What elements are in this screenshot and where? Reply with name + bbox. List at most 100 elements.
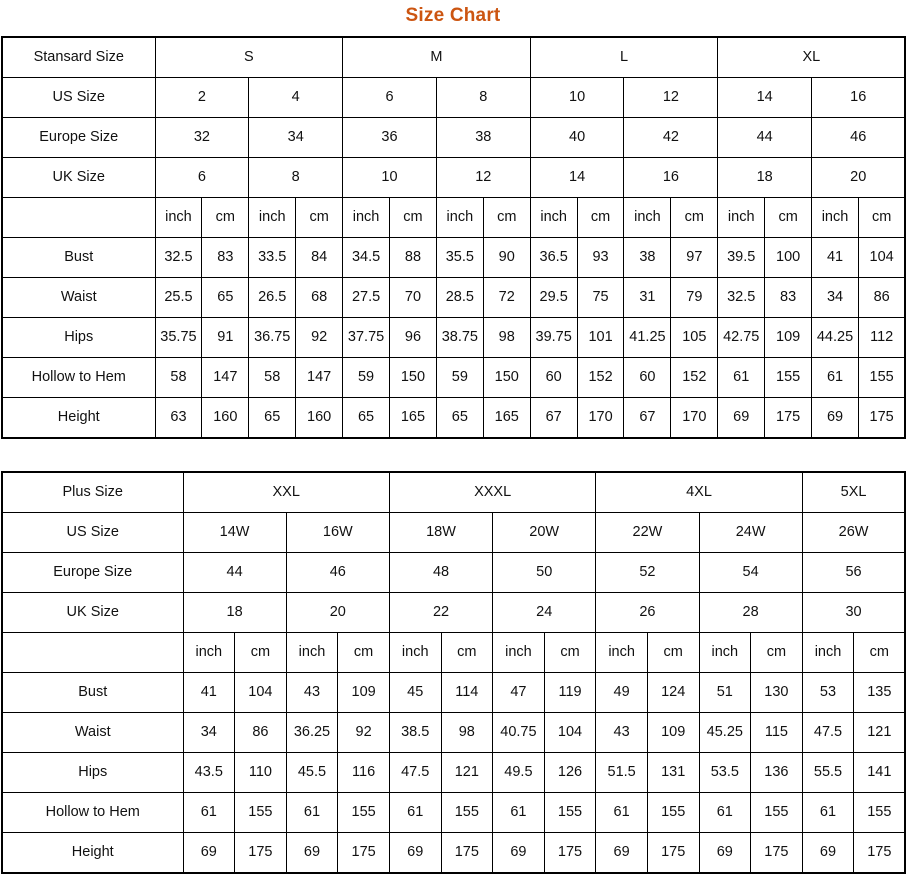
size-value-cell: 32 [154, 117, 250, 158]
plus-table-body: Plus Size XXL XXXL 4XL 5XL US Size 14W 16W 18W 20… [1, 471, 906, 874]
size-value-cell: 40 [529, 117, 625, 158]
measurement-value-cell: 38 [623, 237, 672, 278]
measurement-value-cell: 150 [389, 357, 437, 398]
measurement-value-cell: 45 [388, 672, 442, 713]
size-value-cell: 6 [342, 77, 437, 118]
measurement-value-cell: 61 [492, 792, 545, 833]
row-label: Europe Size [1, 117, 156, 158]
unit-cell-cm: cm [234, 632, 287, 673]
measurement-value-cell: 67 [623, 397, 672, 439]
measurement-value-cell: 63 [154, 397, 203, 439]
table-separator [0, 439, 906, 471]
unit-cell-cm: cm [543, 632, 597, 673]
unit-cell-inch: inch [342, 197, 390, 238]
measurement-value-cell: 155 [857, 357, 906, 398]
measurement-value-cell: 69 [595, 832, 648, 874]
size-value-cell: 18W [388, 512, 494, 553]
measurement-value-cell: 96 [389, 317, 437, 358]
size-value-cell: 44 [717, 117, 813, 158]
measurement-value-cell: 170 [576, 397, 625, 439]
measurement-value-cell: 155 [750, 792, 803, 833]
unit-cell-cm: cm [576, 197, 625, 238]
measurement-value-cell: 130 [750, 672, 803, 713]
measurement-value-cell: 68 [295, 277, 344, 318]
measurement-value-cell: 150 [482, 357, 531, 398]
measurement-value-cell: 45.25 [698, 712, 752, 753]
size-value-cell: 16 [623, 157, 719, 198]
size-value-cell: 36 [342, 117, 437, 158]
measurement-row: Height 69 175 69 175 69 175 69 175 69 175 69 175 69 17… [1, 832, 906, 874]
measurement-value-cell: 47.5 [801, 712, 855, 753]
unit-cell-inch: inch [154, 197, 203, 238]
measurement-value-cell: 65 [201, 277, 250, 318]
measurement-value-cell: 79 [670, 277, 719, 318]
row-label: Europe Size [1, 552, 184, 593]
unit-cell-cm: cm [750, 632, 803, 673]
measurement-value-cell: 98 [482, 317, 531, 358]
size-value-cell: 22W [595, 512, 700, 553]
measurement-value-cell: 86 [234, 712, 287, 753]
plus-size-table: Plus Size XXL XXXL 4XL 5XL US Size 14W 16W 18W 20… [1, 471, 906, 874]
size-row: UK Size 6 8 10 12 14 16 18 20 [1, 157, 906, 198]
measurement-value-cell: 41 [811, 237, 859, 278]
measurement-value-cell: 175 [764, 397, 813, 439]
measurement-value-cell: 58 [248, 357, 297, 398]
unit-cell-inch: inch [623, 197, 672, 238]
measurement-value-cell: 51 [698, 672, 752, 713]
size-value-cell: 56 [801, 552, 906, 593]
measurement-value-cell: 83 [201, 237, 250, 278]
measurement-value-cell: 47.5 [388, 752, 442, 793]
measurement-value-cell: 36.5 [529, 237, 578, 278]
measurement-value-cell: 60 [623, 357, 672, 398]
size-value-cell: 16W [285, 512, 390, 553]
unit-row-blank-label [1, 197, 156, 238]
measurement-value-cell: 36.25 [285, 712, 339, 753]
measurement-value-cell: 59 [435, 357, 484, 398]
measurement-value-cell: 69 [388, 832, 442, 874]
row-label: US Size [1, 77, 156, 118]
measurement-label: Waist [1, 277, 156, 318]
size-value-cell: 16 [811, 77, 906, 118]
measurement-value-cell: 49.5 [492, 752, 545, 793]
unit-cell-cm: cm [389, 197, 437, 238]
row-label: US Size [1, 512, 184, 553]
measurement-value-cell: 147 [295, 357, 344, 398]
measurement-value-cell: 29.5 [529, 277, 578, 318]
unit-row-blank-label [1, 632, 184, 673]
measurement-value-cell: 67 [529, 397, 578, 439]
measurement-value-cell: 124 [646, 672, 700, 713]
size-group-4xl: 4XL [595, 471, 803, 513]
measurement-value-cell: 165 [482, 397, 531, 439]
unit-row: inch cm inch cm inch cm inch cm inch cm inch cm inch… [1, 197, 906, 238]
measurement-value-cell: 91 [201, 317, 250, 358]
unit-cell-cm: cm [337, 632, 390, 673]
measurement-row: Bust 32.5 83 33.5 84 34.5 88 35.5 90 36.5 93 38 97 39… [1, 237, 906, 278]
measurement-value-cell: 160 [295, 397, 344, 439]
size-row: US Size 2 4 6 8 10 12 14 16 [1, 77, 906, 118]
size-group-s: S [154, 36, 344, 78]
measurement-value-cell: 147 [201, 357, 250, 398]
unit-cell-cm: cm [646, 632, 700, 673]
unit-row: inch cm inch cm inch cm inch cm inch cm inch cm inch… [1, 632, 906, 673]
size-value-cell: 2 [154, 77, 250, 118]
measurement-label: Hips [1, 317, 156, 358]
measurement-value-cell: 109 [764, 317, 813, 358]
measurement-value-cell: 69 [285, 832, 339, 874]
measurement-value-cell: 170 [670, 397, 719, 439]
unit-cell-inch: inch [285, 632, 339, 673]
size-group-xxxl: XXXL [388, 471, 597, 513]
measurement-row: Hips 43.5 110 45.5 116 47.5 121 49.5 126 51.5 131 5… [1, 752, 906, 793]
measurement-value-cell: 58 [154, 357, 203, 398]
unit-cell-cm: cm [670, 197, 719, 238]
measurement-value-cell: 61 [388, 792, 442, 833]
size-value-cell: 12 [623, 77, 719, 118]
size-value-cell: 30 [801, 592, 906, 633]
measurement-value-cell: 49 [595, 672, 648, 713]
measurement-value-cell: 121 [853, 712, 906, 753]
measurement-value-cell: 86 [857, 277, 906, 318]
size-row: US Size 14W 16W 18W 20W 22W 24W 26W [1, 512, 906, 553]
measurement-value-cell: 155 [764, 357, 813, 398]
measurement-value-cell: 155 [337, 792, 390, 833]
measurement-value-cell: 51.5 [595, 752, 648, 793]
